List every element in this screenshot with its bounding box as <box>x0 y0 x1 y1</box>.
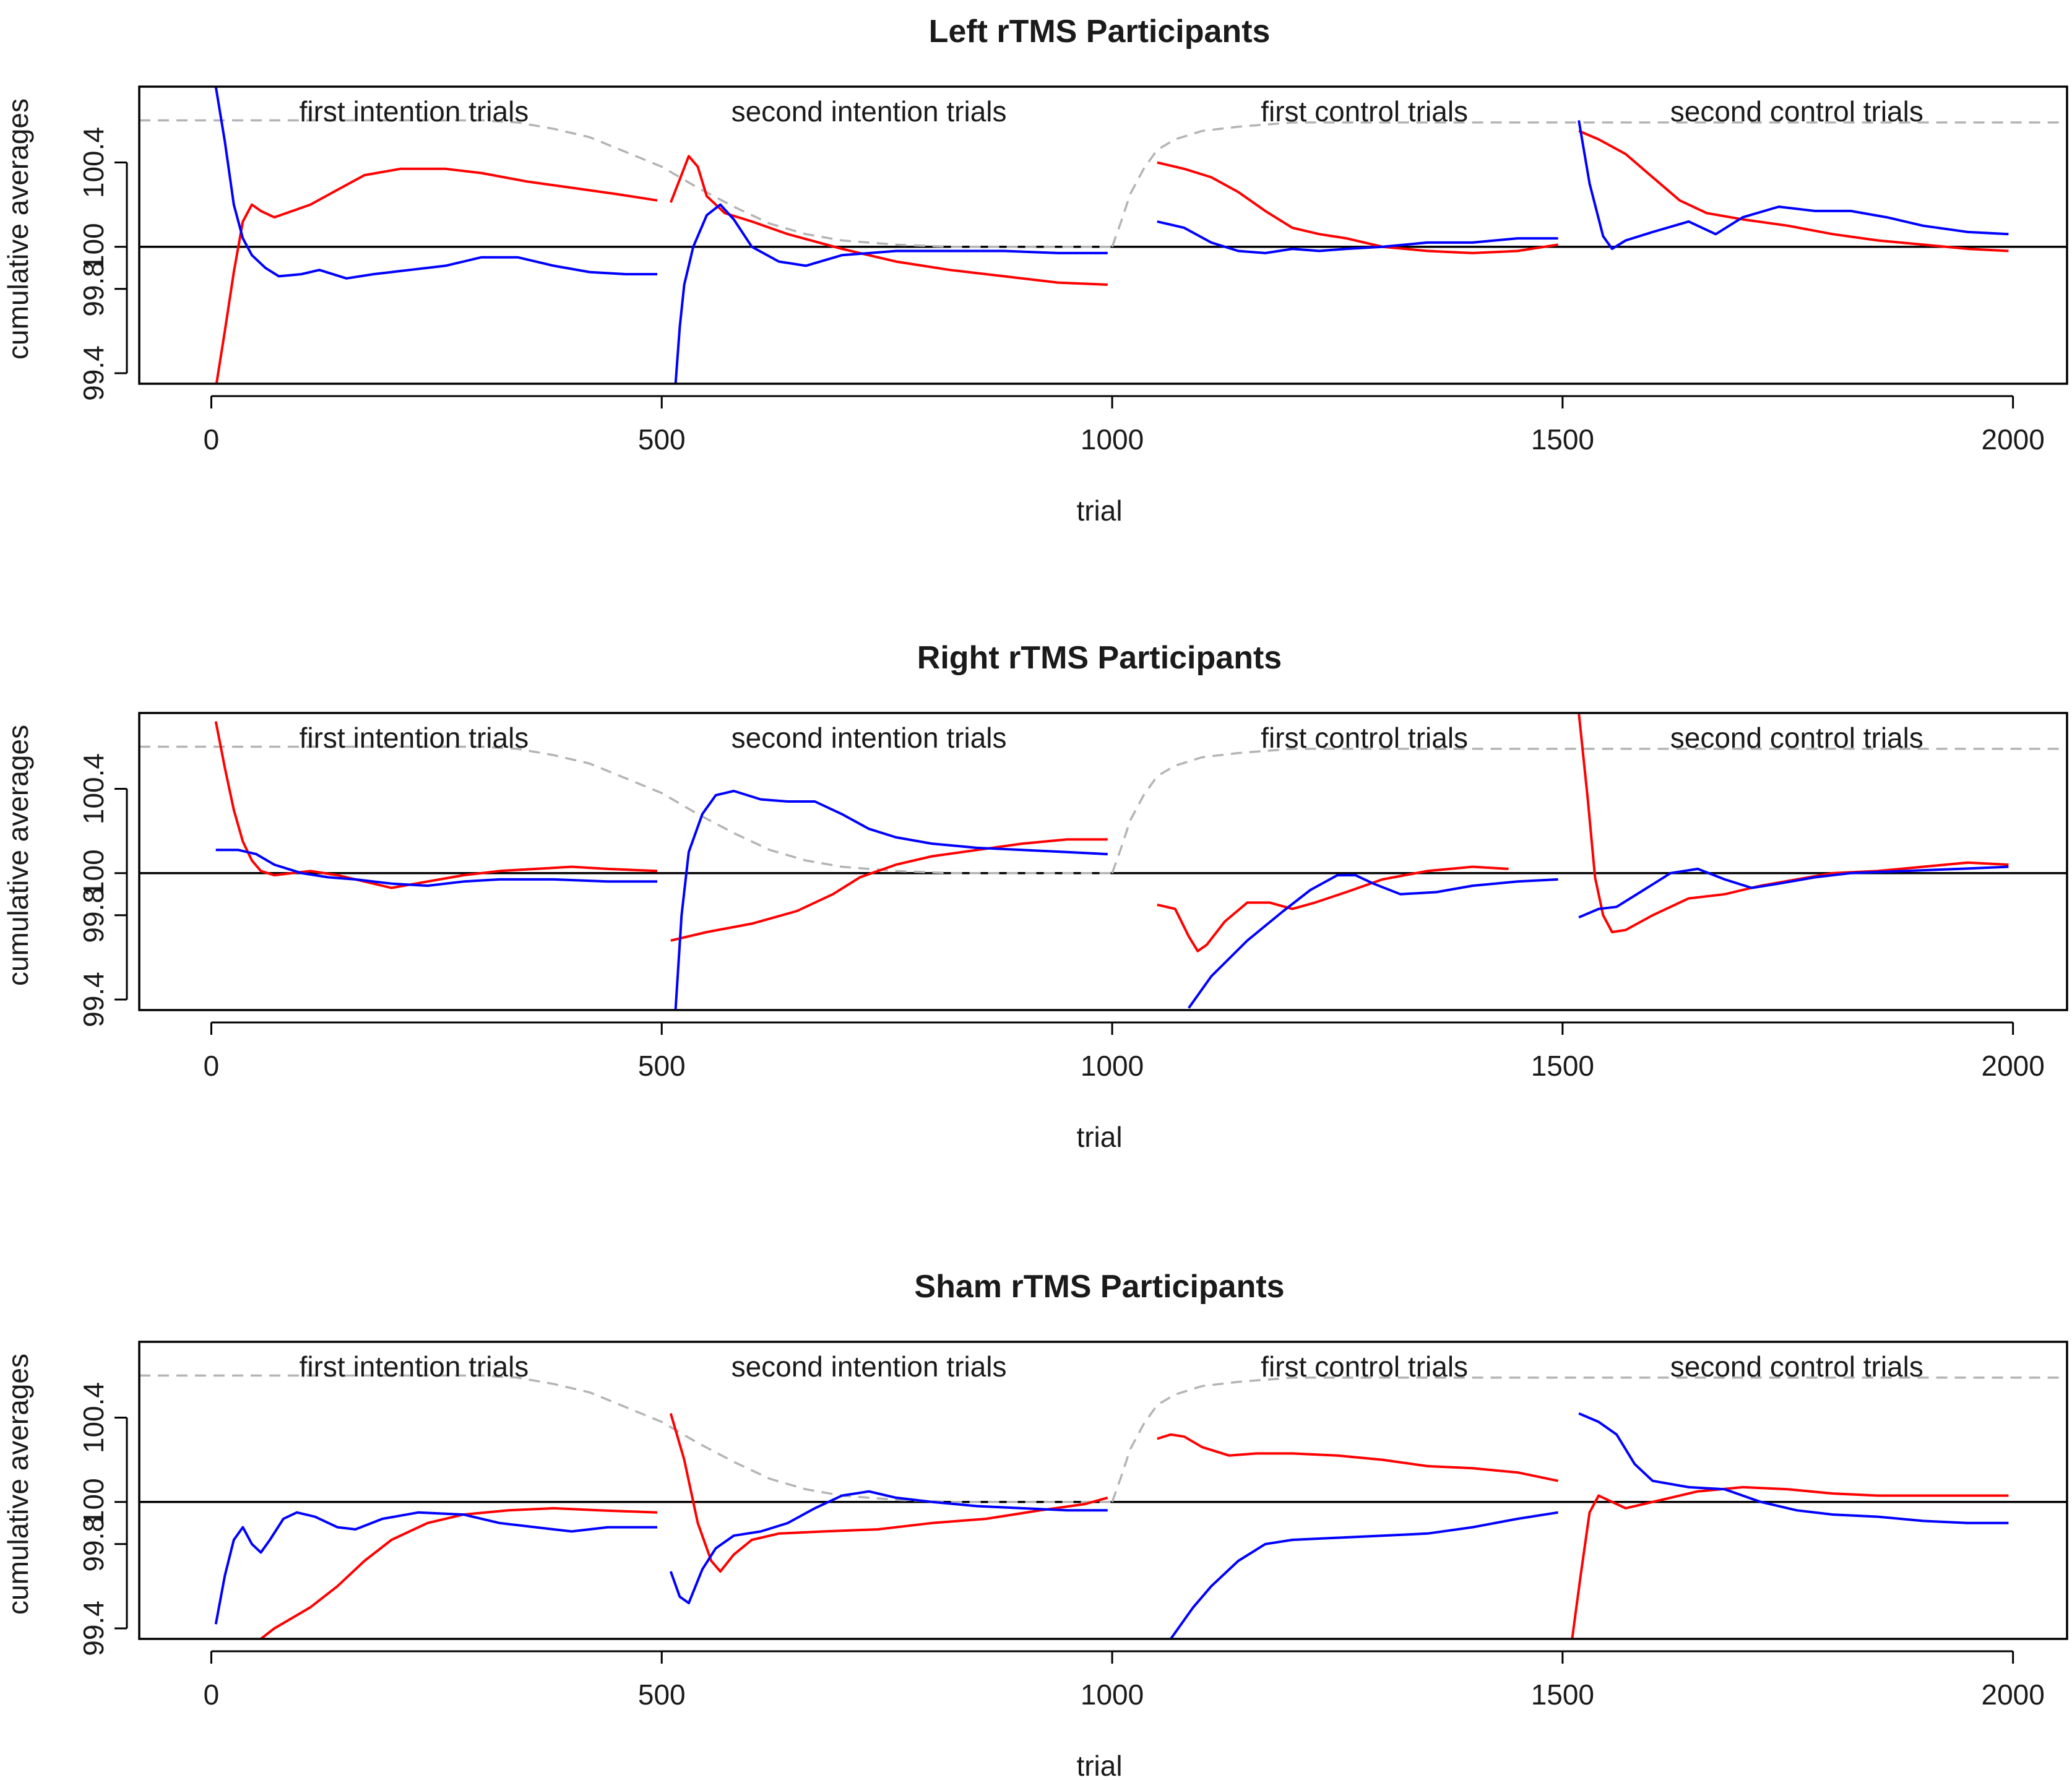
y-tick-label: 99.8 <box>77 888 110 943</box>
series-red-segment-4 <box>1578 129 2009 253</box>
series-blue-segment-2 <box>674 790 1108 1010</box>
chart-title: Left rTMS Participants <box>929 14 1271 50</box>
x-tick-label: 1500 <box>1531 423 1594 456</box>
segment-label-3: first control trials <box>1261 1350 1468 1383</box>
segment-label-1: first intention trials <box>300 95 529 127</box>
series-gray-segment-1 <box>139 119 1113 248</box>
y-tick-label: 100 <box>77 223 110 270</box>
series-red-segment-1 <box>260 1506 658 1639</box>
series-red-segment-3 <box>1157 865 1509 953</box>
segment-label-1: first intention trials <box>300 722 529 754</box>
x-tick-label: 2000 <box>1981 1050 2044 1082</box>
y-tick-label: 100 <box>77 849 110 897</box>
segment-label-2: second intention trials <box>732 1350 1007 1383</box>
series-gray-segment-1 <box>139 745 1113 875</box>
series-red-segment-2 <box>670 838 1108 942</box>
x-tick-label: 1500 <box>1531 1050 1594 1082</box>
y-tick-label: 100 <box>77 1478 110 1526</box>
y-tick-label: 99.8 <box>77 1516 110 1572</box>
y-tick-label: 99.8 <box>77 261 110 317</box>
panel-1: Left rTMS Participants first intention tr… <box>2 14 2068 527</box>
y-axis-label: cumulative averages <box>2 725 34 986</box>
series-gray-segment-2 <box>1111 748 2067 874</box>
segment-label-3: first control trials <box>1261 95 1468 127</box>
segment-label-2: second intention trials <box>732 722 1007 754</box>
segment-label-2: second intention trials <box>732 95 1007 127</box>
series-red-segment-4 <box>1571 1485 2009 1639</box>
series-blue-segment-1 <box>215 849 657 888</box>
plot-box <box>138 85 2068 385</box>
series-blue-segment-3 <box>1188 874 1558 1009</box>
panel-2: Right rTMS Participants first intention t… <box>2 640 2068 1153</box>
x-tick-label: 2000 <box>1981 1678 2044 1711</box>
plot-box <box>138 712 2068 1011</box>
y-tick-label: 100.4 <box>77 753 110 824</box>
series-blue-segment-3 <box>1170 1511 1558 1639</box>
x-tick-label: 0 <box>204 1678 220 1711</box>
series-blue-segment-4 <box>1578 120 2009 251</box>
segment-label-4: second control trials <box>1670 1350 1923 1383</box>
x-tick-label: 1500 <box>1531 1678 1594 1711</box>
series-red-segment-1 <box>214 721 658 889</box>
series-blue-segment-1 <box>214 87 657 280</box>
y-tick-label: 100.4 <box>77 127 110 198</box>
series-red-segment-4 <box>1578 713 2009 933</box>
series-blue-segment-3 <box>1157 220 1558 254</box>
x-tick-label: 0 <box>204 423 220 456</box>
x-tick-label: 500 <box>638 1678 686 1711</box>
panel-3: Sham rTMS Participants first intention tr… <box>2 1269 2068 1780</box>
series-blue-segment-2 <box>674 203 1108 384</box>
x-axis-label: trial <box>1076 1121 1122 1153</box>
x-tick-label: 1000 <box>1081 1678 1144 1711</box>
plot-box <box>138 1341 2068 1640</box>
y-axis-label: cumulative averages <box>2 1354 34 1615</box>
series-gray-segment-1 <box>139 1374 1113 1503</box>
y-tick-label: 99.4 <box>77 1601 110 1656</box>
y-axis-label: cumulative averages <box>2 98 34 360</box>
x-tick-label: 0 <box>204 1050 220 1082</box>
series-blue-segment-2 <box>669 1490 1108 1605</box>
x-tick-label: 500 <box>638 1050 686 1082</box>
series-gray-segment-2 <box>1111 121 2067 248</box>
series-blue-segment-4 <box>1578 1412 2009 1524</box>
y-tick-label: 99.4 <box>77 345 110 401</box>
x-tick-label: 1000 <box>1081 1050 1144 1082</box>
segment-label-4: second control trials <box>1670 95 1923 127</box>
series-blue-segment-1 <box>214 1511 657 1625</box>
segment-label-4: second control trials <box>1670 722 1923 754</box>
y-tick-label: 100.4 <box>77 1382 110 1453</box>
segment-label-1: first intention trials <box>300 1350 529 1383</box>
x-tick-label: 1000 <box>1081 423 1144 456</box>
series-red-segment-3 <box>1157 1433 1559 1482</box>
series-red-segment-1 <box>215 167 658 384</box>
series-blue-segment-4 <box>1578 865 2009 919</box>
segment-label-3: first control trials <box>1261 722 1468 754</box>
x-tick-label: 2000 <box>1981 423 2044 456</box>
chart-title: Right rTMS Participants <box>917 640 1282 676</box>
y-tick-label: 99.4 <box>77 972 110 1027</box>
x-axis-label: trial <box>1076 1750 1122 1780</box>
series-red-segment-3 <box>1157 161 1558 254</box>
x-axis-label: trial <box>1076 495 1122 527</box>
x-tick-label: 500 <box>638 423 686 456</box>
chart-title: Sham rTMS Participants <box>914 1269 1284 1305</box>
series-red-segment-2 <box>669 155 1108 286</box>
series-gray-segment-2 <box>1111 1376 2067 1503</box>
series-red-segment-2 <box>669 1413 1108 1573</box>
